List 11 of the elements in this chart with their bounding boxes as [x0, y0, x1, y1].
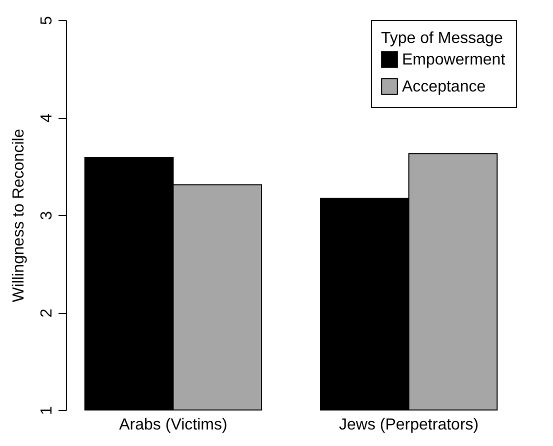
y-tick-label: 1	[38, 406, 56, 415]
legend-label: Empowerment	[402, 52, 506, 68]
y-tick-label: 2	[38, 308, 56, 318]
y-tick-label: 5	[38, 16, 56, 25]
legend-label: Acceptance	[402, 78, 486, 96]
y-tick-label: 3	[38, 210, 56, 220]
x-tick-label: Arabs (Victims)	[119, 416, 228, 434]
y-axis-title: Willingness to Reconcile	[10, 128, 28, 302]
x-tick-label: Jews (Perpetrators)	[339, 416, 479, 434]
y-tick-label: 4	[38, 113, 56, 122]
legend-title: Type of Message	[381, 30, 503, 47]
